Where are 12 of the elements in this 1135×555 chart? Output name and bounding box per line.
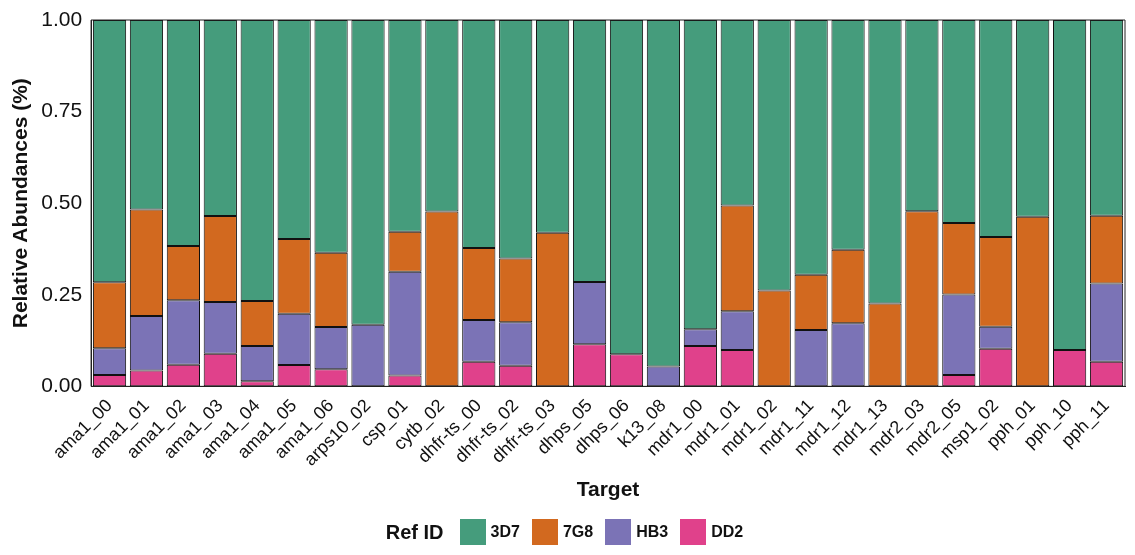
y-tick-label: 0.75 [41, 98, 83, 122]
legend-label: 7G8 [562, 523, 594, 541]
legend-title: Ref ID [385, 520, 444, 544]
y-tick-label: 1.00 [41, 6, 83, 30]
legend-label: 3D7 [490, 523, 520, 541]
y-tick-label: 0.00 [41, 373, 83, 397]
legend-label: HB3 [636, 523, 669, 541]
legend-label: DD2 [711, 523, 744, 541]
x-axis-title: Target [576, 477, 640, 501]
y-tick-label: 0.25 [41, 281, 83, 305]
y-axis-title: Relative Abundances (%) [8, 78, 32, 329]
y-tick-label: 0.50 [41, 189, 83, 213]
